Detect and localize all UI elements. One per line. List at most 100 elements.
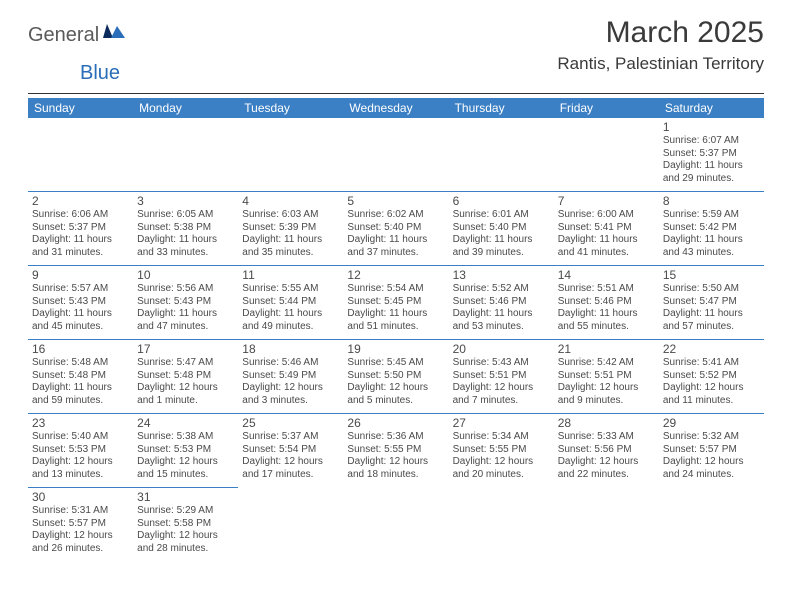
day-number: 11 xyxy=(242,268,339,282)
calendar-cell: 1Sunrise: 6:07 AMSunset: 5:37 PMDaylight… xyxy=(659,118,764,192)
day-number: 20 xyxy=(453,342,550,356)
day-details: Sunrise: 5:48 AMSunset: 5:48 PMDaylight:… xyxy=(32,357,129,407)
day-number: 14 xyxy=(558,268,655,282)
day-number: 18 xyxy=(242,342,339,356)
calendar-cell xyxy=(238,488,343,562)
day-details: Sunrise: 5:57 AMSunset: 5:43 PMDaylight:… xyxy=(32,283,129,333)
divider xyxy=(28,93,764,94)
day-details: Sunrise: 6:05 AMSunset: 5:38 PMDaylight:… xyxy=(137,209,234,259)
day-number: 29 xyxy=(663,416,760,430)
day-details: Sunrise: 5:51 AMSunset: 5:46 PMDaylight:… xyxy=(558,283,655,333)
day-details: Sunrise: 6:01 AMSunset: 5:40 PMDaylight:… xyxy=(453,209,550,259)
day-number: 5 xyxy=(347,194,444,208)
calendar-cell: 21Sunrise: 5:42 AMSunset: 5:51 PMDayligh… xyxy=(554,340,659,414)
calendar-cell xyxy=(28,118,133,192)
calendar-body: 1Sunrise: 6:07 AMSunset: 5:37 PMDaylight… xyxy=(28,118,764,561)
day-details: Sunrise: 5:56 AMSunset: 5:43 PMDaylight:… xyxy=(137,283,234,333)
day-number: 7 xyxy=(558,194,655,208)
calendar-head: SundayMondayTuesdayWednesdayThursdayFrid… xyxy=(28,98,764,118)
calendar-cell: 28Sunrise: 5:33 AMSunset: 5:56 PMDayligh… xyxy=(554,414,659,488)
calendar-cell: 25Sunrise: 5:37 AMSunset: 5:54 PMDayligh… xyxy=(238,414,343,488)
day-number: 30 xyxy=(32,490,129,504)
weekday-header: Wednesday xyxy=(343,98,448,118)
calendar-cell: 7Sunrise: 6:00 AMSunset: 5:41 PMDaylight… xyxy=(554,192,659,266)
day-number: 27 xyxy=(453,416,550,430)
calendar-cell xyxy=(449,118,554,192)
day-number: 31 xyxy=(137,490,234,504)
logo-text-general: General xyxy=(28,24,99,47)
day-number: 2 xyxy=(32,194,129,208)
calendar-cell xyxy=(238,118,343,192)
day-details: Sunrise: 5:31 AMSunset: 5:57 PMDaylight:… xyxy=(32,505,129,555)
day-number: 21 xyxy=(558,342,655,356)
calendar-cell: 19Sunrise: 5:45 AMSunset: 5:50 PMDayligh… xyxy=(343,340,448,414)
day-number: 10 xyxy=(137,268,234,282)
day-details: Sunrise: 5:43 AMSunset: 5:51 PMDaylight:… xyxy=(453,357,550,407)
calendar-cell: 12Sunrise: 5:54 AMSunset: 5:45 PMDayligh… xyxy=(343,266,448,340)
day-details: Sunrise: 5:54 AMSunset: 5:45 PMDaylight:… xyxy=(347,283,444,333)
calendar-cell: 5Sunrise: 6:02 AMSunset: 5:40 PMDaylight… xyxy=(343,192,448,266)
calendar-cell: 6Sunrise: 6:01 AMSunset: 5:40 PMDaylight… xyxy=(449,192,554,266)
calendar-row: 23Sunrise: 5:40 AMSunset: 5:53 PMDayligh… xyxy=(28,414,764,488)
day-details: Sunrise: 5:40 AMSunset: 5:53 PMDaylight:… xyxy=(32,431,129,481)
weekday-header: Saturday xyxy=(659,98,764,118)
day-details: Sunrise: 5:29 AMSunset: 5:58 PMDaylight:… xyxy=(137,505,234,555)
day-details: Sunrise: 6:03 AMSunset: 5:39 PMDaylight:… xyxy=(242,209,339,259)
weekday-header: Thursday xyxy=(449,98,554,118)
day-number: 26 xyxy=(347,416,444,430)
day-details: Sunrise: 5:50 AMSunset: 5:47 PMDaylight:… xyxy=(663,283,760,333)
day-details: Sunrise: 5:55 AMSunset: 5:44 PMDaylight:… xyxy=(242,283,339,333)
calendar-cell xyxy=(449,488,554,562)
page: General March 2025 Rantis, Palestinian T… xyxy=(0,0,792,579)
calendar-cell xyxy=(554,118,659,192)
day-details: Sunrise: 5:38 AMSunset: 5:53 PMDaylight:… xyxy=(137,431,234,481)
calendar-cell: 31Sunrise: 5:29 AMSunset: 5:58 PMDayligh… xyxy=(133,488,238,562)
day-details: Sunrise: 5:59 AMSunset: 5:42 PMDaylight:… xyxy=(663,209,760,259)
day-details: Sunrise: 5:45 AMSunset: 5:50 PMDaylight:… xyxy=(347,357,444,407)
calendar-cell: 22Sunrise: 5:41 AMSunset: 5:52 PMDayligh… xyxy=(659,340,764,414)
calendar-row: 16Sunrise: 5:48 AMSunset: 5:48 PMDayligh… xyxy=(28,340,764,414)
calendar-cell: 17Sunrise: 5:47 AMSunset: 5:48 PMDayligh… xyxy=(133,340,238,414)
calendar-cell: 29Sunrise: 5:32 AMSunset: 5:57 PMDayligh… xyxy=(659,414,764,488)
day-details: Sunrise: 5:42 AMSunset: 5:51 PMDaylight:… xyxy=(558,357,655,407)
weekday-header: Tuesday xyxy=(238,98,343,118)
calendar-cell: 13Sunrise: 5:52 AMSunset: 5:46 PMDayligh… xyxy=(449,266,554,340)
weekday-header: Sunday xyxy=(28,98,133,118)
logo-text-blue: Blue xyxy=(80,62,120,84)
calendar-cell: 9Sunrise: 5:57 AMSunset: 5:43 PMDaylight… xyxy=(28,266,133,340)
calendar-cell: 11Sunrise: 5:55 AMSunset: 5:44 PMDayligh… xyxy=(238,266,343,340)
calendar-cell xyxy=(343,118,448,192)
calendar-cell: 26Sunrise: 5:36 AMSunset: 5:55 PMDayligh… xyxy=(343,414,448,488)
month-title: March 2025 xyxy=(557,18,764,48)
calendar-cell: 30Sunrise: 5:31 AMSunset: 5:57 PMDayligh… xyxy=(28,488,133,562)
calendar-cell: 2Sunrise: 6:06 AMSunset: 5:37 PMDaylight… xyxy=(28,192,133,266)
title-block: March 2025 Rantis, Palestinian Territory xyxy=(557,18,764,74)
calendar-cell: 10Sunrise: 5:56 AMSunset: 5:43 PMDayligh… xyxy=(133,266,238,340)
day-number: 24 xyxy=(137,416,234,430)
day-details: Sunrise: 5:37 AMSunset: 5:54 PMDaylight:… xyxy=(242,431,339,481)
weekday-header: Monday xyxy=(133,98,238,118)
calendar-cell: 27Sunrise: 5:34 AMSunset: 5:55 PMDayligh… xyxy=(449,414,554,488)
weekday-row: SundayMondayTuesdayWednesdayThursdayFrid… xyxy=(28,98,764,118)
calendar-cell: 23Sunrise: 5:40 AMSunset: 5:53 PMDayligh… xyxy=(28,414,133,488)
day-details: Sunrise: 5:41 AMSunset: 5:52 PMDaylight:… xyxy=(663,357,760,407)
logo: General xyxy=(28,18,127,47)
day-details: Sunrise: 6:06 AMSunset: 5:37 PMDaylight:… xyxy=(32,209,129,259)
calendar-table: SundayMondayTuesdayWednesdayThursdayFrid… xyxy=(28,98,764,561)
day-number: 12 xyxy=(347,268,444,282)
location: Rantis, Palestinian Territory xyxy=(557,54,764,74)
calendar-cell: 18Sunrise: 5:46 AMSunset: 5:49 PMDayligh… xyxy=(238,340,343,414)
calendar-cell: 24Sunrise: 5:38 AMSunset: 5:53 PMDayligh… xyxy=(133,414,238,488)
calendar-cell: 20Sunrise: 5:43 AMSunset: 5:51 PMDayligh… xyxy=(449,340,554,414)
day-number: 13 xyxy=(453,268,550,282)
day-number: 25 xyxy=(242,416,339,430)
calendar-cell: 8Sunrise: 5:59 AMSunset: 5:42 PMDaylight… xyxy=(659,192,764,266)
calendar-cell: 15Sunrise: 5:50 AMSunset: 5:47 PMDayligh… xyxy=(659,266,764,340)
day-number: 4 xyxy=(242,194,339,208)
calendar-row: 9Sunrise: 5:57 AMSunset: 5:43 PMDaylight… xyxy=(28,266,764,340)
day-number: 9 xyxy=(32,268,129,282)
day-number: 23 xyxy=(32,416,129,430)
day-details: Sunrise: 5:46 AMSunset: 5:49 PMDaylight:… xyxy=(242,357,339,407)
day-details: Sunrise: 6:00 AMSunset: 5:41 PMDaylight:… xyxy=(558,209,655,259)
calendar-cell: 14Sunrise: 5:51 AMSunset: 5:46 PMDayligh… xyxy=(554,266,659,340)
